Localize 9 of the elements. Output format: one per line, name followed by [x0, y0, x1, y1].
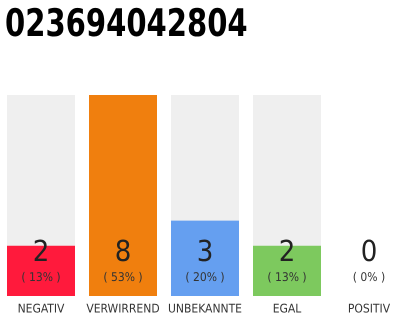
x-tick-label: UNBEKANNTE: [168, 302, 242, 316]
x-tick-label: NEGATIV: [18, 302, 66, 316]
x-tick-label: EGAL: [272, 302, 302, 316]
chart-title: 023694042804: [5, 1, 248, 45]
data-label: 3 ( 20% ): [184, 234, 226, 286]
x-tick-label: POSITIV: [348, 302, 391, 316]
data-label: 8 ( 53% ): [102, 234, 144, 286]
x-tick-label: VERWIRREND: [86, 302, 160, 316]
data-label: 0 ( 0% ): [352, 234, 386, 286]
